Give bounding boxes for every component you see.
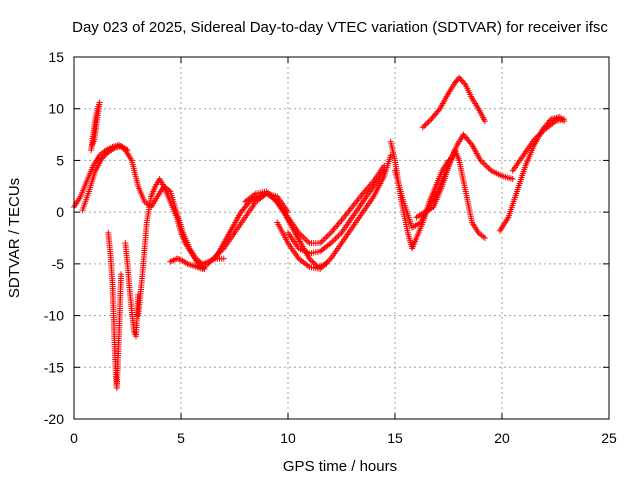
data-points [71,74,568,391]
x-tick-label: 25 [601,430,617,446]
y-tick-label: 10 [48,101,64,117]
data-point [306,255,313,262]
data-point [460,79,467,86]
data-point [89,141,96,148]
y-axis-title: SDTVAR / TECUs [6,178,23,298]
data-point [435,107,442,114]
data-point [457,76,464,83]
plot-frame [73,56,610,420]
data-point [509,176,516,183]
x-axis-title: GPS time / hours [283,458,397,475]
data-point [419,124,426,131]
data-point [118,271,125,278]
data-point [422,121,429,128]
y-tick-label: -5 [52,256,65,272]
y-tick-label: 15 [48,49,64,65]
data-point [458,77,465,84]
x-tick-label: 15 [387,430,403,446]
data-point [421,122,428,129]
data-point [381,167,388,174]
chart-title: Day 023 of 2025, Sidereal Day-to-day VTE… [72,19,608,36]
y-tick-label: 5 [56,152,64,168]
data-point [309,258,316,265]
data-point [481,118,488,125]
data-point [481,235,488,241]
data-point [425,118,432,125]
data-point [307,257,314,264]
data-point [461,80,468,87]
x-tick-label: 5 [177,430,185,446]
y-tick-label: -15 [44,359,64,375]
data-point [426,117,433,124]
data-point [124,147,131,154]
x-tick-label: 20 [494,430,510,446]
y-tick-label: -20 [44,411,64,427]
y-tick-label: 0 [56,204,64,220]
data-point [312,261,319,268]
data-point [387,152,394,159]
x-tick-label: 0 [70,430,78,446]
data-point [220,255,227,262]
data-point [424,120,431,127]
data-point [561,116,568,123]
data-point [467,140,474,147]
data-point [456,74,463,81]
y-tick-label: -10 [44,308,64,324]
x-tick-label: 10 [280,430,296,446]
